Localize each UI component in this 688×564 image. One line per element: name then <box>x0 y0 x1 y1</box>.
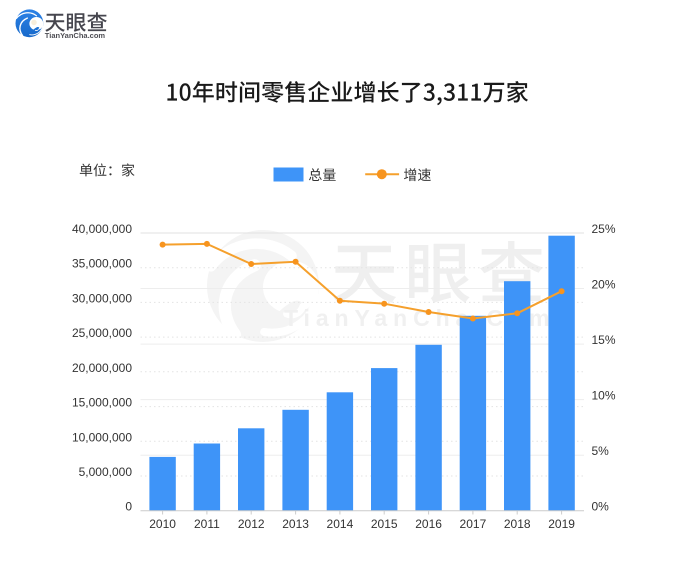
svg-text:20%: 20% <box>592 278 616 292</box>
svg-text:2018: 2018 <box>504 517 531 531</box>
svg-text:2015: 2015 <box>371 517 398 531</box>
svg-text:25%: 25% <box>592 222 616 236</box>
svg-text:0: 0 <box>125 500 132 514</box>
svg-text:2017: 2017 <box>460 517 487 531</box>
svg-text:2011: 2011 <box>194 517 220 531</box>
svg-text:2012: 2012 <box>238 517 265 531</box>
svg-text:10%: 10% <box>592 389 616 403</box>
svg-text:2010: 2010 <box>149 517 176 531</box>
svg-text:2016: 2016 <box>415 517 442 531</box>
svg-text:25,000,000: 25,000,000 <box>72 326 132 340</box>
svg-text:40,000,000: 40,000,000 <box>72 222 132 236</box>
svg-text:20,000,000: 20,000,000 <box>72 361 132 375</box>
svg-text:TianYanCha.com: TianYanCha.com <box>45 31 106 40</box>
svg-text:15,000,000: 15,000,000 <box>72 396 132 410</box>
svg-text:35,000,000: 35,000,000 <box>72 257 132 271</box>
svg-text:15%: 15% <box>592 333 616 347</box>
svg-text:5,000,000: 5,000,000 <box>79 465 133 479</box>
svg-text:0%: 0% <box>592 500 610 514</box>
svg-text:2019: 2019 <box>548 517 575 531</box>
svg-text:5%: 5% <box>592 444 610 458</box>
svg-text:10,000,000: 10,000,000 <box>72 430 132 444</box>
svg-text:30,000,000: 30,000,000 <box>72 291 132 305</box>
svg-text:2013: 2013 <box>282 517 309 531</box>
svg-text:2014: 2014 <box>327 517 354 531</box>
